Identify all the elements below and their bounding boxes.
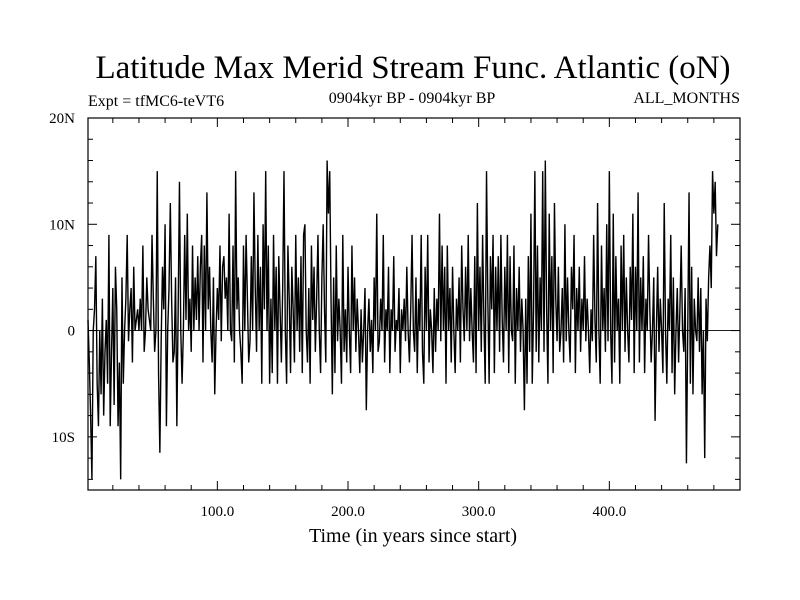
y-tick-label: 10N	[49, 217, 75, 233]
y-tick-label: 0	[68, 324, 76, 340]
y-tick-label: 20N	[49, 111, 75, 127]
x-tick-label: 400.0	[592, 504, 626, 520]
series-group	[87, 160, 719, 480]
axes-group: 100.0 200.0 300.0 400.0 10S 0 10N 20N	[49, 111, 741, 520]
expt-label: Expt = tfMC6-teVT6	[88, 93, 224, 110]
plot-frame	[87, 117, 741, 491]
period-label: 0904kyr BP - 0904kyr BP	[329, 90, 496, 107]
series-line-0	[87, 160, 719, 480]
x-axis-label: Time (in years since start)	[309, 525, 517, 547]
months-label: ALL_MONTHS	[633, 90, 740, 107]
y-tick-label: 10S	[52, 430, 75, 446]
x-tick-label: 100.0	[200, 504, 234, 520]
chart-title: Latitude Max Merid Stream Func. Atlantic…	[95, 50, 730, 86]
x-tick-label: 200.0	[331, 504, 365, 520]
x-tick-label: 300.0	[462, 504, 496, 520]
